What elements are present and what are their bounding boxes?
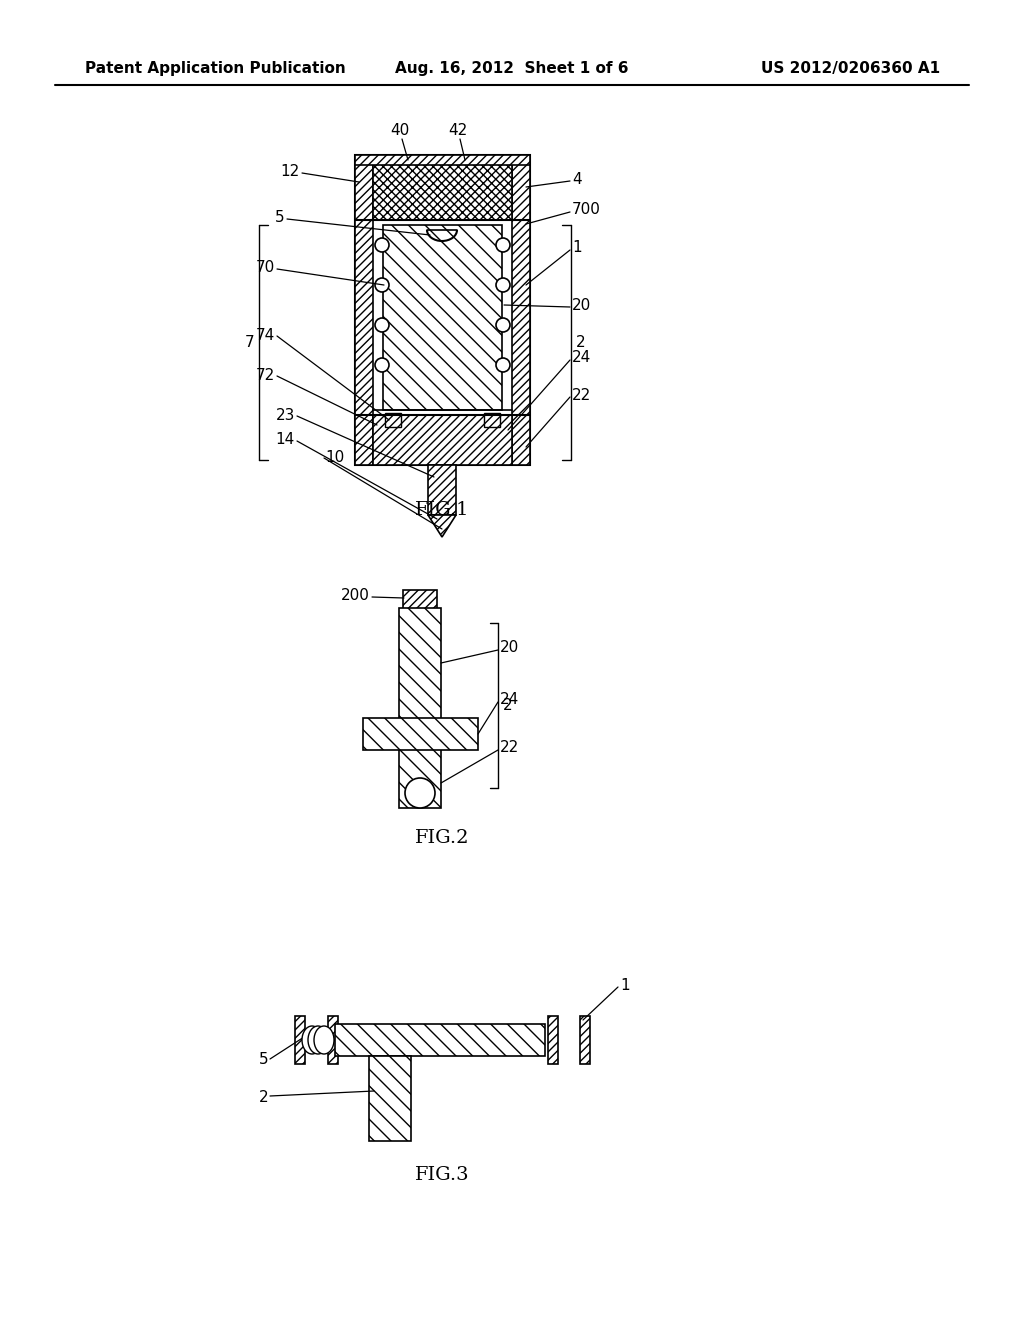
Text: 10: 10 [325, 450, 344, 466]
Text: Patent Application Publication: Patent Application Publication [85, 61, 346, 75]
Text: 1: 1 [572, 240, 582, 256]
Circle shape [375, 238, 389, 252]
Text: 7: 7 [245, 335, 254, 350]
Bar [328, 1016, 338, 1064]
Circle shape [375, 358, 389, 372]
Bar [428, 465, 456, 515]
Ellipse shape [314, 1026, 334, 1053]
Text: 5: 5 [275, 210, 285, 226]
Circle shape [375, 318, 389, 333]
Bar [403, 590, 437, 610]
Circle shape [496, 358, 510, 372]
Text: 74: 74 [256, 327, 275, 342]
Bar [385, 413, 401, 426]
Bar [335, 1024, 545, 1056]
Text: 70: 70 [256, 260, 275, 276]
Text: 2: 2 [258, 1090, 268, 1106]
Text: 42: 42 [449, 123, 468, 139]
Text: 2: 2 [503, 698, 513, 713]
Text: 72: 72 [256, 367, 275, 383]
Bar [369, 1056, 411, 1140]
Text: 24: 24 [500, 693, 519, 708]
Circle shape [406, 777, 435, 808]
Circle shape [496, 238, 510, 252]
Text: 24: 24 [572, 351, 591, 366]
Bar [383, 224, 502, 411]
Ellipse shape [302, 1026, 322, 1053]
Text: FIG.2: FIG.2 [415, 829, 469, 847]
Text: US 2012/0206360 A1: US 2012/0206360 A1 [761, 61, 940, 75]
Text: 40: 40 [390, 123, 410, 139]
Ellipse shape [308, 1026, 328, 1053]
Text: 200: 200 [341, 589, 370, 603]
Text: 700: 700 [572, 202, 601, 218]
Text: FIG.1: FIG.1 [415, 502, 469, 519]
Text: 23: 23 [275, 408, 295, 422]
Text: 14: 14 [275, 433, 295, 447]
Text: Aug. 16, 2012  Sheet 1 of 6: Aug. 16, 2012 Sheet 1 of 6 [395, 61, 629, 75]
Bar [399, 609, 441, 808]
Text: 20: 20 [572, 297, 591, 313]
Bar [580, 1016, 590, 1064]
Text: 4: 4 [572, 173, 582, 187]
Bar [373, 154, 512, 220]
Circle shape [496, 279, 510, 292]
Bar [512, 154, 530, 465]
Bar [373, 414, 512, 465]
Text: 22: 22 [572, 388, 591, 403]
Bar [355, 154, 373, 465]
Circle shape [375, 279, 389, 292]
Bar [548, 1016, 558, 1064]
Text: 2: 2 [575, 335, 586, 350]
Circle shape [496, 318, 510, 333]
Polygon shape [428, 515, 456, 537]
Text: 22: 22 [500, 741, 519, 755]
Text: 5: 5 [258, 1052, 268, 1068]
Text: 20: 20 [500, 640, 519, 656]
Bar [355, 154, 530, 465]
Bar [484, 413, 500, 426]
Bar [355, 154, 530, 165]
Text: 12: 12 [281, 165, 300, 180]
Text: FIG.3: FIG.3 [415, 1166, 469, 1184]
Bar [295, 1016, 305, 1064]
Text: 1: 1 [620, 978, 630, 993]
Bar [362, 718, 478, 750]
